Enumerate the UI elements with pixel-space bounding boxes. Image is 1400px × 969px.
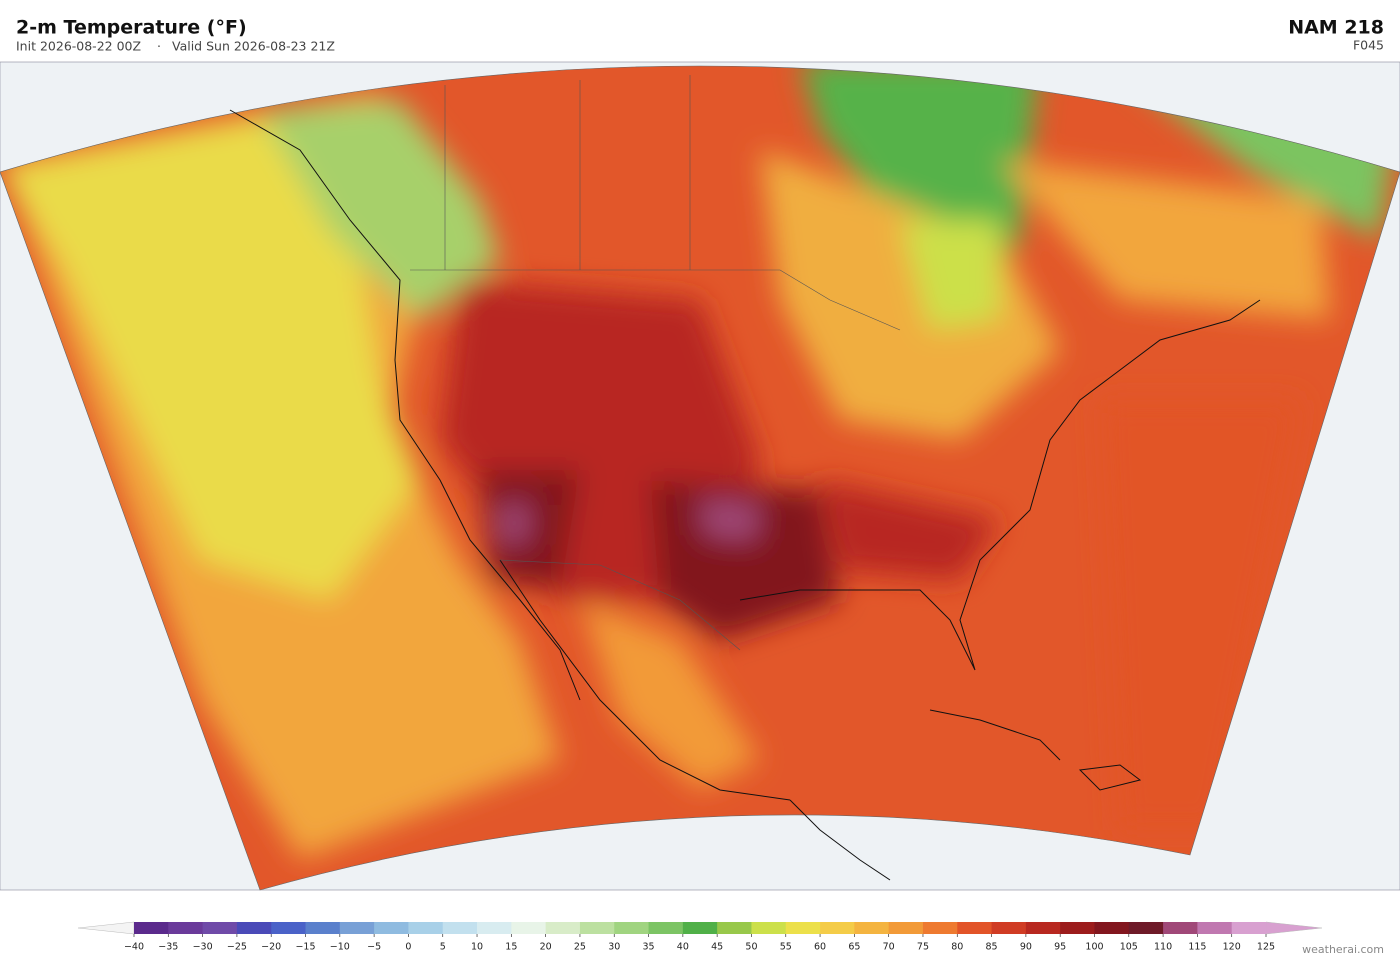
colorbar-tick-label: 105 <box>1120 942 1138 953</box>
colorbar-tick-label: 110 <box>1154 942 1172 953</box>
colorbar-bin <box>1025 922 1061 934</box>
colorbar-bin <box>1197 922 1233 934</box>
colorbar-under <box>77 921 135 935</box>
colorbar-tick-label: −35 <box>158 942 178 953</box>
colorbar-bin <box>305 922 341 934</box>
colorbar-tick-label: 55 <box>780 942 792 953</box>
colorbar-bin <box>922 922 958 934</box>
colorbar-tick-label: 50 <box>745 942 757 953</box>
colorbar-bin <box>888 922 924 934</box>
colorbar-bin <box>785 922 821 934</box>
colorbar-bin <box>511 922 547 934</box>
colorbar-tick-label: 5 <box>440 942 446 953</box>
colorbar-tick-label: −30 <box>193 942 213 953</box>
colorbar-bin <box>682 922 718 934</box>
colorbar-tick-label: 75 <box>917 942 929 953</box>
colorbar-bin <box>236 922 272 934</box>
map <box>0 61 1400 891</box>
valid-time: Valid Sun 2026-08-23 21Z <box>172 39 335 54</box>
colorbar-tick-label: 0 <box>405 942 411 953</box>
colorbar-tick-label: 100 <box>1085 942 1103 953</box>
forecast-hour: F045 <box>1353 38 1384 53</box>
colorbar-tick-label: 70 <box>883 942 895 953</box>
colorbar-bin <box>408 922 444 934</box>
colorbar-tick-label: −10 <box>330 942 350 953</box>
colorbar-bin <box>648 922 684 934</box>
model-name: NAM 218 <box>1288 17 1384 39</box>
colorbar-tick-label: 40 <box>677 942 689 953</box>
colorbar-tick-label: 125 <box>1257 942 1275 953</box>
colorbar-tick-label: 120 <box>1223 942 1241 953</box>
colorbar-bin <box>374 922 409 934</box>
colorbar-tick-label: −20 <box>261 942 281 953</box>
colorbar-bin <box>957 922 992 934</box>
colorbar-bin <box>545 922 581 934</box>
colorbar-bin <box>134 922 169 934</box>
title: 2-m Temperature (°F) <box>16 17 247 39</box>
colorbar-tick-label: 10 <box>471 942 483 953</box>
colorbar-bin <box>1231 922 1267 934</box>
colorbar-bin <box>477 922 512 934</box>
colorbar-tick-label: −25 <box>227 942 247 953</box>
colorbar-bin <box>751 922 787 934</box>
colorbar-tick-label: −5 <box>367 942 381 953</box>
init-time: Init 2026-08-22 00Z <box>16 39 141 54</box>
colorbar-tick-label: 60 <box>814 942 826 953</box>
colorbar-tick-label: 45 <box>711 942 723 953</box>
colorbar-tick-label: 20 <box>540 942 552 953</box>
colorbar-over <box>1265 921 1323 935</box>
coastlines <box>229 109 1261 881</box>
colorbar-bin <box>579 922 615 934</box>
borders <box>410 75 901 651</box>
colorbar-bin <box>339 922 375 934</box>
colorbar-bin <box>991 922 1027 934</box>
colorbar-tick-label: 115 <box>1188 942 1206 953</box>
colorbar-tick-label: 95 <box>1054 942 1066 953</box>
colorbar-bin <box>442 922 478 934</box>
colorbar-bin <box>1163 922 1198 934</box>
colorbar-tick-label: 25 <box>574 942 586 953</box>
colorbar-tick-label: −15 <box>295 942 315 953</box>
colorbar-bin <box>820 922 855 934</box>
colorbar-tick-label: 80 <box>951 942 963 953</box>
colorbar-bin <box>717 922 752 934</box>
colorbar-tick-label: 85 <box>986 942 998 953</box>
colorbar-bin <box>1128 922 1164 934</box>
colorbar-tick-label: 15 <box>505 942 517 953</box>
colorbar-bin <box>271 922 306 934</box>
colorbar: −40 −35 −30 −25 −20 −15 −10 −5 0 5 10 15 20 25 30 35 40 4… <box>77 921 1323 953</box>
colorbar-tick-label: −40 <box>124 942 144 953</box>
colorbar-bin <box>168 922 204 934</box>
colorbar-tick-label: 90 <box>1020 942 1032 953</box>
colorbar-bin <box>1094 922 1130 934</box>
colorbar-tick-label: 65 <box>848 942 860 953</box>
colorbar-bin <box>614 922 649 934</box>
colorbar-bin <box>202 922 238 934</box>
credit: weatherai.com <box>1302 943 1384 956</box>
colorbar-bin <box>1060 922 1095 934</box>
colorbar-bin <box>854 922 890 934</box>
separator: · <box>157 39 161 54</box>
colorbar-tick-label: 30 <box>608 942 620 953</box>
colorbar-tick-label: 35 <box>642 942 654 953</box>
